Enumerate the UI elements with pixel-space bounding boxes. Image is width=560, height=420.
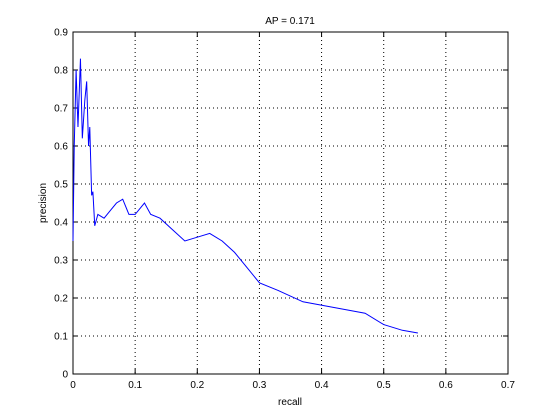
y-tick-label: 0.3 <box>54 256 68 267</box>
x-tick-label: 0.7 <box>501 380 515 391</box>
x-tick-label: 0 <box>70 380 76 391</box>
x-axis-label: recall <box>278 397 302 408</box>
x-tick-label: 0.4 <box>315 380 329 391</box>
y-tick-label: 0.2 <box>54 294 68 305</box>
y-tick-label: 0.9 <box>54 28 68 39</box>
x-tick-label: 0.5 <box>377 380 391 391</box>
y-tick-label: 0.8 <box>54 66 68 77</box>
y-axis-label: precision <box>38 183 49 223</box>
y-tick-label: 0.5 <box>54 180 68 191</box>
plot-area <box>72 31 509 375</box>
y-tick-label: 0.1 <box>54 332 68 343</box>
y-tick-label: 0.4 <box>54 218 68 229</box>
y-tick-label: 0 <box>62 370 68 381</box>
x-tick-label: 0.1 <box>128 380 142 391</box>
chart-title: AP = 0.171 <box>265 16 315 27</box>
x-tick-label: 0.3 <box>252 380 266 391</box>
pr-curve <box>72 58 418 334</box>
x-tick-label: 0.6 <box>439 380 453 391</box>
x-tick-label: 0.2 <box>190 380 204 391</box>
y-tick-label: 0.7 <box>54 104 68 115</box>
y-tick-label: 0.6 <box>54 142 68 153</box>
